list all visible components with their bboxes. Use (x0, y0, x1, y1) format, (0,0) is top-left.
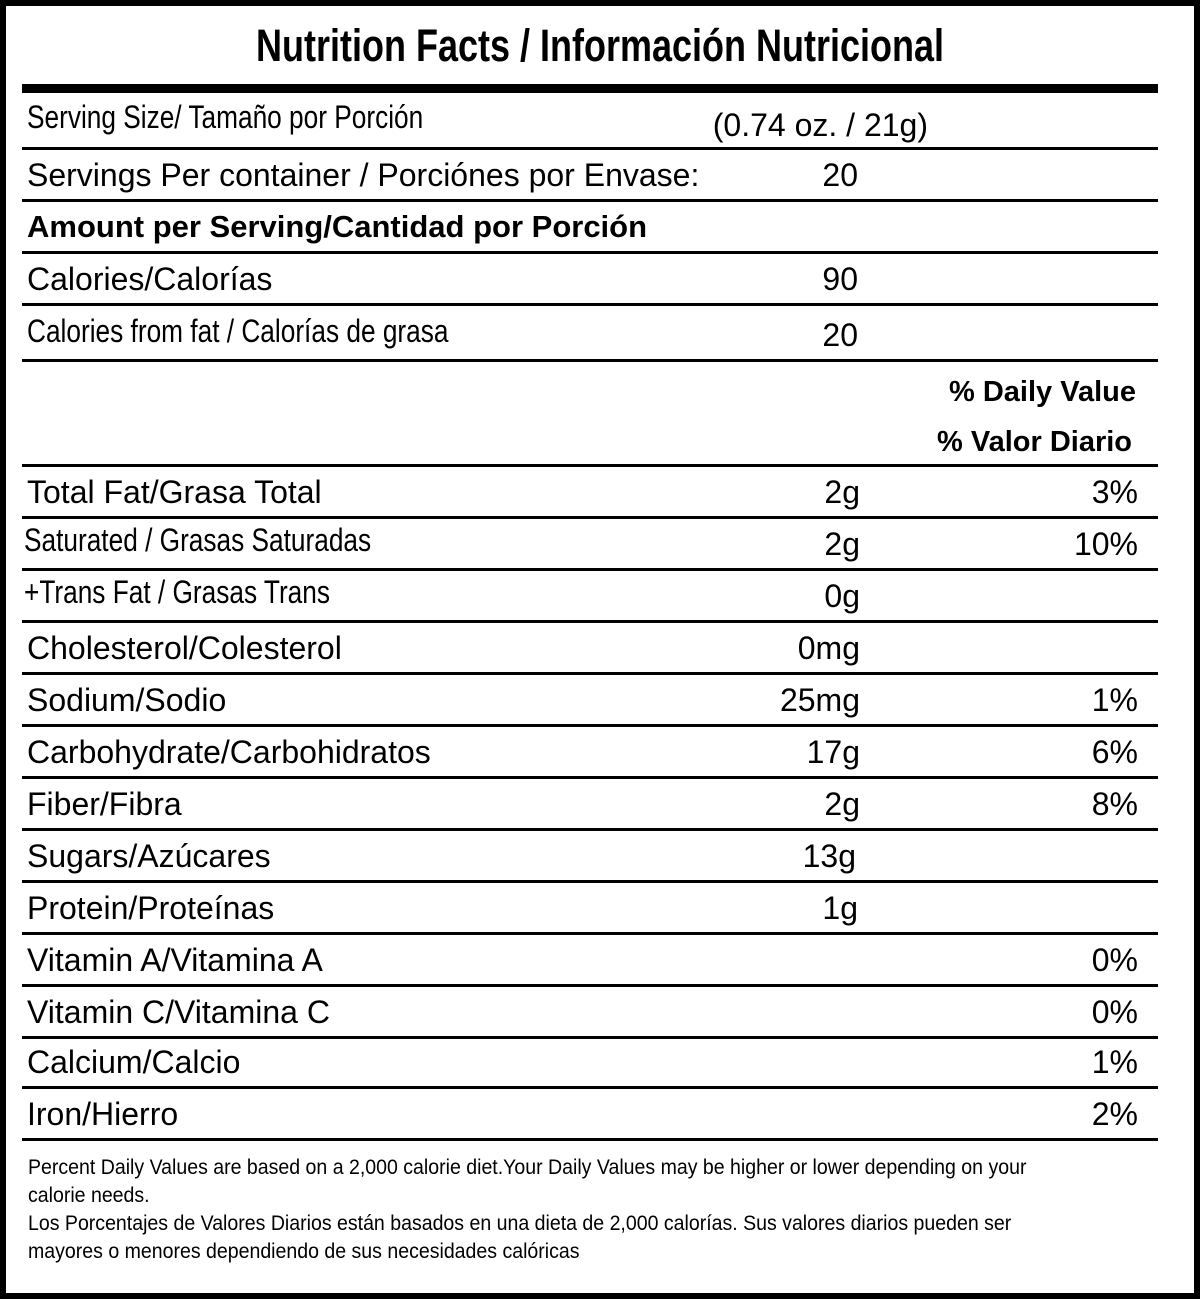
calories-from-fat-label: Calories from fat / Calorías de grasa (27, 313, 449, 349)
thick-divider (22, 84, 1158, 93)
nutrient-label: Cholesterol/Colesterol (27, 630, 342, 666)
label-title: Nutrition Facts / Información Nutriciona… (255, 20, 945, 71)
calories-from-fat-value: 20 (822, 317, 858, 353)
nutrient-amount: 2g (824, 526, 860, 562)
nutrient-row: Iron/Hierro 2% (22, 1089, 1158, 1141)
nutrient-daily-value: 3% (1091, 474, 1138, 510)
serving-size-label: Serving Size/ Tamaño por Porción (27, 99, 424, 135)
calories-value: 90 (822, 261, 858, 297)
nutrient-row: Calcium/Calcio 1% (22, 1039, 1158, 1089)
daily-value-heading: % Daily Value (949, 376, 1136, 408)
nutrient-amount: 0g (824, 578, 860, 614)
daily-value-header-row: % Daily Value % Valor Diario (22, 362, 1158, 467)
calories-label: Calories/Calorías (27, 261, 273, 297)
nutrient-daily-value: 1% (1091, 682, 1138, 718)
nutrient-label: Fiber/Fibra (27, 786, 182, 822)
footnote: Percent Daily Values are based on a 2,00… (28, 1154, 1168, 1266)
nutrient-label: Iron/Hierro (27, 1096, 179, 1132)
footnote-line: calorie needs. (28, 1184, 150, 1207)
amount-per-serving-heading: Amount per Serving/Cantidad por Porción (27, 209, 648, 244)
nutrient-daily-value: 1% (1091, 1044, 1138, 1080)
serving-size-value: (0.74 oz. / 21g) (712, 107, 928, 143)
nutrient-label: Carbohydrate/Carbohidratos (27, 734, 431, 770)
nutrient-label: Total Fat/Grasa Total (27, 474, 322, 510)
nutrient-label: Vitamin C/Vitamina C (27, 994, 330, 1030)
nutrient-row: Cholesterol/Colesterol 0mg (22, 623, 1158, 675)
nutrient-label: Sodium/Sodio (27, 682, 227, 718)
nutrient-row: Vitamin C/Vitamina C 0% (22, 987, 1158, 1039)
footnote-line: Los Porcentajes de Valores Diarios están… (28, 1212, 1012, 1235)
nutrient-row: Sugars/Azúcares 13g (22, 831, 1158, 883)
serving-size-row: Serving Size/ Tamaño por Porción (0.74 o… (22, 93, 1158, 150)
nutrient-amount: 0mg (797, 630, 860, 666)
valor-diario-heading: % Valor Diario (936, 426, 1132, 458)
nutrient-label: Calcium/Calcio (27, 1044, 241, 1080)
nutrient-label: Vitamin A/Vitamina A (27, 942, 323, 978)
nutrient-row: Saturated / Grasas Saturadas 2g 10% (22, 519, 1158, 571)
calories-from-fat-row: Calories from fat / Calorías de grasa 20 (22, 306, 1158, 362)
amount-per-serving-row: Amount per Serving/Cantidad por Porción (22, 202, 1158, 254)
nutrient-amount: 25mg (779, 682, 860, 718)
nutrient-daily-value: 8% (1091, 786, 1138, 822)
servings-per-container-value: 20 (822, 157, 858, 193)
nutrient-label: Protein/Proteínas (27, 890, 275, 926)
nutrient-row: +Trans Fat / Grasas Trans 0g (22, 571, 1158, 623)
nutrient-daily-value: 6% (1091, 734, 1138, 770)
nutrient-daily-value: 2% (1091, 1096, 1138, 1132)
nutrient-row: Protein/Proteínas 1g (22, 883, 1158, 935)
nutrient-label: Sugars/Azúcares (27, 838, 271, 874)
nutrient-amount: 2g (824, 786, 860, 822)
nutrient-amount: 1g (822, 890, 858, 926)
nutrient-label: +Trans Fat / Grasas Trans (24, 574, 330, 610)
nutrient-row: Total Fat/Grasa Total 2g 3% (22, 467, 1158, 519)
nutrient-row: Fiber/Fibra 2g 8% (22, 779, 1158, 831)
servings-per-container-label: Servings Per container / Porciónes por E… (27, 157, 700, 193)
calories-row: Calories/Calorías 90 (22, 254, 1158, 306)
nutrient-daily-value: 0% (1091, 994, 1138, 1030)
nutrient-amount: 2g (824, 474, 860, 510)
nutrient-amount: 17g (806, 734, 860, 770)
servings-per-container-row: Servings Per container / Porciónes por E… (22, 150, 1158, 202)
nutrient-row: Vitamin A/Vitamina A 0% (22, 935, 1158, 987)
nutrient-daily-value: 0% (1091, 942, 1138, 978)
nutrient-row: Sodium/Sodio 25mg 1% (22, 675, 1158, 727)
nutrient-row: Carbohydrate/Carbohidratos 17g 6% (22, 727, 1158, 779)
footnote-line: Percent Daily Values are based on a 2,00… (28, 1156, 1027, 1179)
nutrient-amount: 13g (802, 838, 856, 874)
nutrient-daily-value: 10% (1073, 526, 1138, 562)
nutrient-label: Saturated / Grasas Saturadas (24, 522, 372, 558)
footnote-line: mayores o menores dependiendo de sus nec… (28, 1240, 580, 1263)
